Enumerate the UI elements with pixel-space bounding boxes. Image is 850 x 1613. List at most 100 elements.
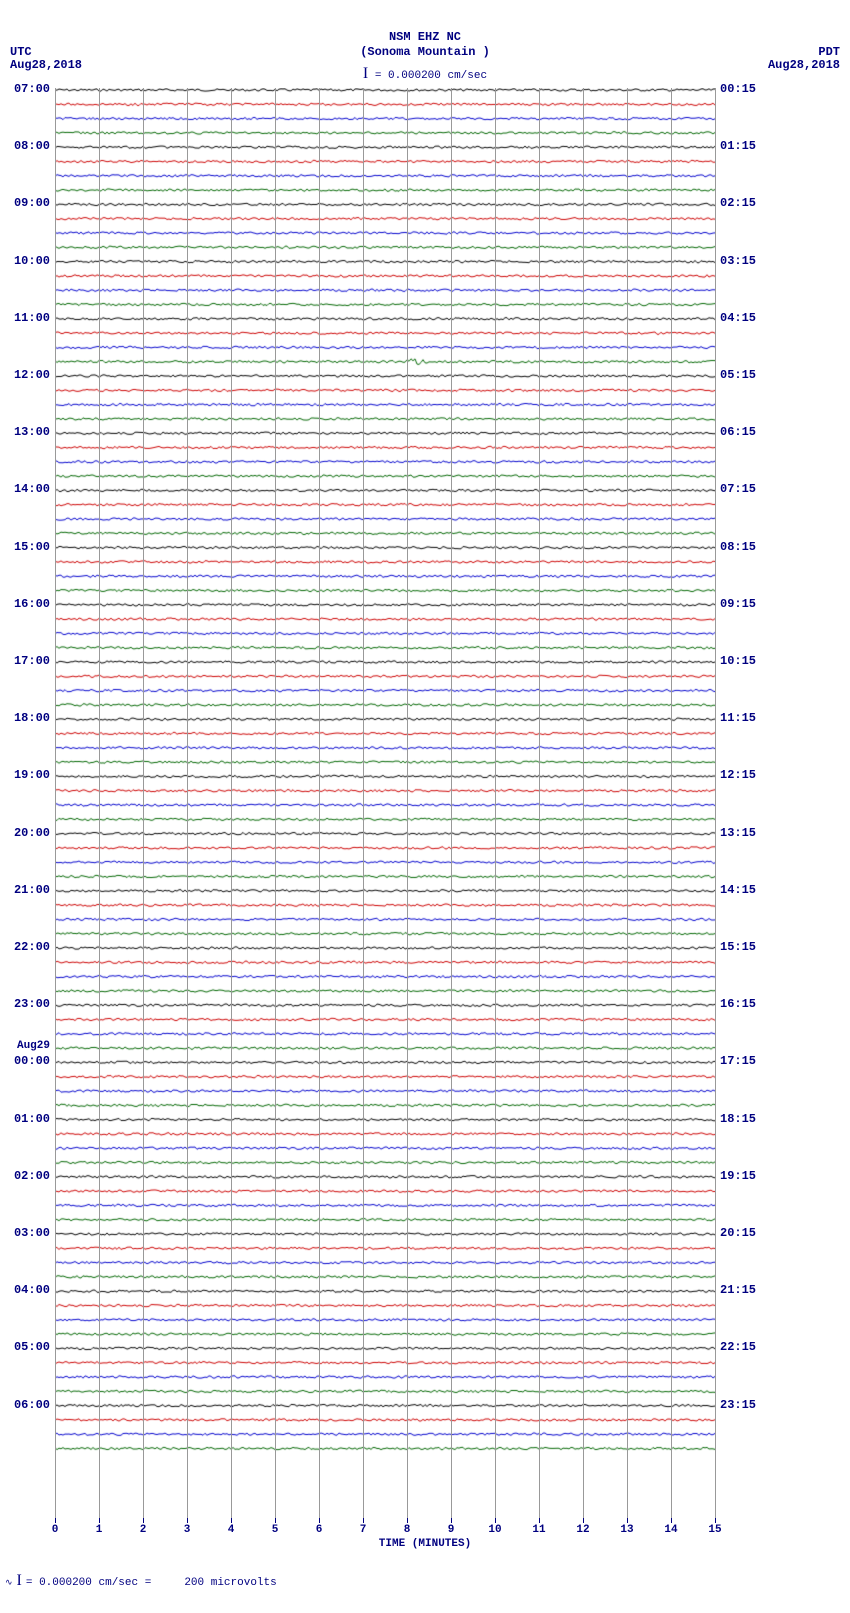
scale-footer: ∿ I = 0.000200 cm/sec = 200 microvolts (5, 1572, 277, 1590)
time-label-left: 06:00 (0, 1398, 50, 1412)
time-label-right: 11:15 (720, 711, 756, 725)
seismogram-container: UTC Aug28,2018 PDT Aug28,2018 NSM EHZ NC… (0, 0, 850, 1613)
xaxis-tick-label: 1 (89, 1524, 109, 1536)
time-label-right: 15:15 (720, 940, 756, 954)
time-label-right: 03:15 (720, 254, 756, 268)
time-label-left: 03:00 (0, 1226, 50, 1240)
time-label-left: 07:00 (0, 82, 50, 96)
time-label-right: 04:15 (720, 311, 756, 325)
time-label-right: 05:15 (720, 368, 756, 382)
xaxis-tick (407, 1518, 408, 1523)
time-label-right: 16:15 (720, 997, 756, 1011)
station-subtitle: (Sonoma Mountain ) (0, 45, 850, 59)
time-label-right: 01:15 (720, 139, 756, 153)
time-label-left: 04:00 (0, 1283, 50, 1297)
time-label-right: 21:15 (720, 1283, 756, 1297)
time-label-left: 17:00 (0, 654, 50, 668)
xaxis-tick-label: 7 (353, 1524, 373, 1536)
grid-vertical (539, 88, 540, 1518)
xaxis-tick (627, 1518, 628, 1523)
time-label-left: 12:00 (0, 368, 50, 382)
day2-label-left: Aug29 (0, 1040, 50, 1052)
time-label-left: 19:00 (0, 768, 50, 782)
time-label-right: 09:15 (720, 597, 756, 611)
xaxis-tick-label: 14 (661, 1524, 681, 1536)
grid-vertical (363, 88, 364, 1518)
station-title: NSM EHZ NC (0, 30, 850, 44)
time-label-right: 10:15 (720, 654, 756, 668)
scale-text-top: = 0.000200 cm/sec (375, 70, 487, 82)
grid-vertical (583, 88, 584, 1518)
xaxis-tick-label: 3 (177, 1524, 197, 1536)
grid-vertical (99, 88, 100, 1518)
time-label-left: 18:00 (0, 711, 50, 725)
xaxis-title: TIME (MINUTES) (0, 1538, 850, 1550)
time-label-left: 22:00 (0, 940, 50, 954)
seismogram-plot (55, 88, 715, 1518)
time-label-left: 09:00 (0, 196, 50, 210)
time-label-right: 19:15 (720, 1169, 756, 1183)
xaxis-tick-label: 13 (617, 1524, 637, 1536)
xaxis-tick-label: 6 (309, 1524, 329, 1536)
grid-vertical (319, 88, 320, 1518)
time-label-right: 08:15 (720, 540, 756, 554)
xaxis-tick-label: 10 (485, 1524, 505, 1536)
time-label-left: 05:00 (0, 1340, 50, 1354)
grid-vertical (187, 88, 188, 1518)
time-label-left: 00:00 (0, 1054, 50, 1068)
time-label-left: 20:00 (0, 826, 50, 840)
time-label-left: 14:00 (0, 482, 50, 496)
xaxis-tick (55, 1518, 56, 1523)
grid-vertical (231, 88, 232, 1518)
time-label-left: 02:00 (0, 1169, 50, 1183)
time-label-right: 18:15 (720, 1112, 756, 1126)
time-label-left: 11:00 (0, 311, 50, 325)
xaxis-tick (671, 1518, 672, 1523)
time-label-right: 13:15 (720, 826, 756, 840)
time-label-left: 01:00 (0, 1112, 50, 1126)
grid-vertical (715, 88, 716, 1518)
time-label-right: 17:15 (720, 1054, 756, 1068)
xaxis-tick-label: 15 (705, 1524, 725, 1536)
time-label-left: 16:00 (0, 597, 50, 611)
xaxis-tick (495, 1518, 496, 1523)
xaxis-tick-label: 8 (397, 1524, 417, 1536)
xaxis-tick (363, 1518, 364, 1523)
time-label-right: 02:15 (720, 196, 756, 210)
xaxis-tick-label: 5 (265, 1524, 285, 1536)
time-label-right: 22:15 (720, 1340, 756, 1354)
grid-vertical (407, 88, 408, 1518)
trace-canvas (55, 88, 715, 1518)
xaxis-tick (143, 1518, 144, 1523)
grid-vertical (451, 88, 452, 1518)
time-label-right: 06:15 (720, 425, 756, 439)
xaxis-tick-label: 4 (221, 1524, 241, 1536)
xaxis-tick-label: 0 (45, 1524, 65, 1536)
time-label-left: 15:00 (0, 540, 50, 554)
time-label-left: 08:00 (0, 139, 50, 153)
xaxis-tick-label: 11 (529, 1524, 549, 1536)
xaxis-tick (319, 1518, 320, 1523)
xaxis-tick (451, 1518, 452, 1523)
time-label-right: 07:15 (720, 482, 756, 496)
xaxis-tick-label: 2 (133, 1524, 153, 1536)
time-label-left: 13:00 (0, 425, 50, 439)
xaxis-tick-label: 12 (573, 1524, 593, 1536)
scale-indicator-top: I = 0.000200 cm/sec (0, 65, 850, 83)
xaxis-tick (275, 1518, 276, 1523)
grid-vertical (143, 88, 144, 1518)
time-label-right: 00:15 (720, 82, 756, 96)
xaxis-tick (99, 1518, 100, 1523)
time-label-right: 23:15 (720, 1398, 756, 1412)
footer-after: 200 microvolts (184, 1577, 276, 1589)
time-label-left: 21:00 (0, 883, 50, 897)
grid-vertical (275, 88, 276, 1518)
xaxis-tick (231, 1518, 232, 1523)
grid-vertical (55, 88, 56, 1518)
time-label-right: 12:15 (720, 768, 756, 782)
footer-before: = 0.000200 cm/sec = (26, 1577, 151, 1589)
grid-vertical (627, 88, 628, 1518)
time-label-left: 23:00 (0, 997, 50, 1011)
time-label-left: 10:00 (0, 254, 50, 268)
xaxis-tick (715, 1518, 716, 1523)
